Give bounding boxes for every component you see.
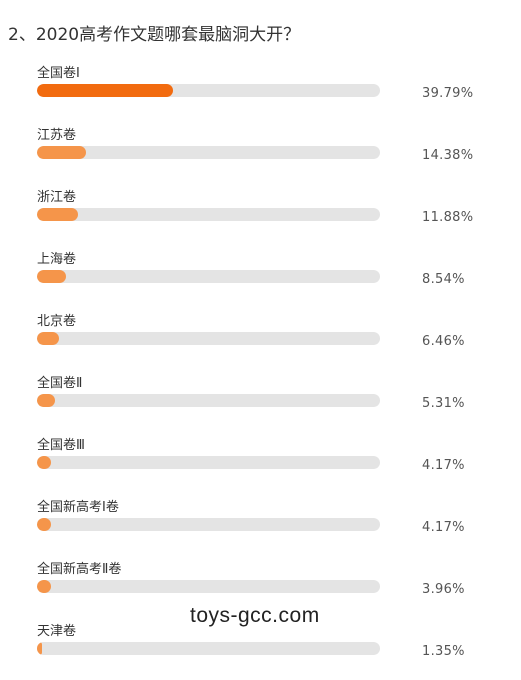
bar-fill — [37, 456, 51, 469]
option-label: 全国卷Ⅰ — [37, 66, 80, 81]
result-row: 全国新高考Ⅱ卷 3.96% — [0, 558, 521, 618]
bar-track — [37, 146, 380, 159]
bar-track — [37, 394, 380, 407]
result-row: 天津卷 1.35% — [0, 620, 521, 680]
result-row: 北京卷 6.46% — [0, 310, 521, 370]
result-row: 上海卷 8.54% — [0, 248, 521, 308]
bar-track — [37, 456, 380, 469]
percent-value: 14.38% — [422, 148, 474, 163]
option-label: 天津卷 — [37, 624, 77, 639]
option-label: 全国卷Ⅱ — [37, 376, 83, 391]
bar-track — [37, 84, 380, 97]
percent-value: 4.17% — [422, 520, 465, 535]
option-label: 上海卷 — [37, 252, 77, 267]
option-label: 浙江卷 — [37, 190, 77, 205]
option-label: 全国新高考Ⅱ卷 — [37, 562, 122, 577]
watermark: toys-gcc.com — [190, 604, 320, 627]
bar-fill — [37, 394, 55, 407]
option-label: 全国卷Ⅲ — [37, 438, 85, 453]
result-row: 全国卷Ⅰ 39.79% — [0, 62, 521, 122]
bar-fill — [37, 270, 66, 283]
bar-track — [37, 270, 380, 283]
bar-fill — [37, 84, 173, 97]
result-row: 全国卷Ⅱ 5.31% — [0, 372, 521, 432]
option-label: 江苏卷 — [37, 128, 77, 143]
bar-fill — [37, 580, 51, 593]
percent-value: 8.54% — [422, 272, 465, 287]
bar-track — [37, 580, 380, 593]
bar-track — [37, 332, 380, 345]
percent-value: 1.35% — [422, 644, 465, 659]
bar-fill — [37, 208, 78, 221]
bar-track — [37, 518, 380, 531]
result-row: 全国卷Ⅲ 4.17% — [0, 434, 521, 494]
percent-value: 39.79% — [422, 86, 474, 101]
result-row: 全国新高考Ⅰ卷 4.17% — [0, 496, 521, 556]
bar-track — [37, 208, 380, 221]
bar-track — [37, 642, 380, 655]
option-label: 全国新高考Ⅰ卷 — [37, 500, 119, 515]
result-row: 浙江卷 11.88% — [0, 186, 521, 246]
option-label: 北京卷 — [37, 314, 77, 329]
result-row: 江苏卷 14.38% — [0, 124, 521, 184]
bar-fill — [37, 642, 42, 655]
bar-fill — [37, 518, 51, 531]
percent-value: 5.31% — [422, 396, 465, 411]
bar-fill — [37, 332, 59, 345]
percent-value: 4.17% — [422, 458, 465, 473]
percent-value: 11.88% — [422, 210, 474, 225]
question-title: 2、2020高考作文题哪套最脑洞大开？ — [8, 25, 301, 45]
bar-fill — [37, 146, 86, 159]
percent-value: 6.46% — [422, 334, 465, 349]
percent-value: 3.96% — [422, 582, 465, 597]
